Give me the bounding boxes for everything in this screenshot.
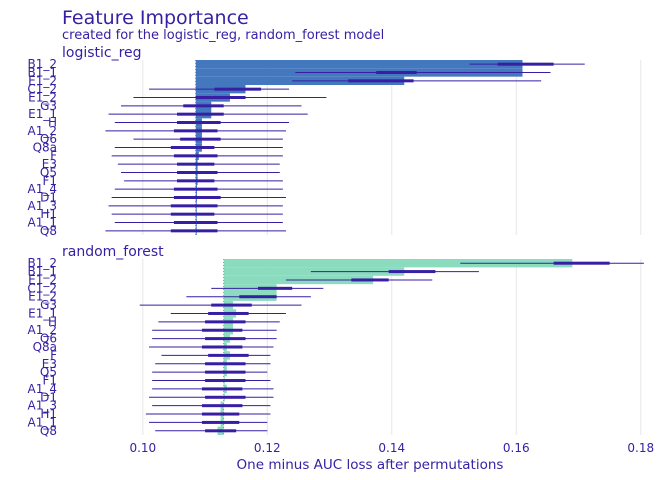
x-tick-label: 0.16 [503, 441, 530, 455]
feature-label: E3 [42, 357, 57, 371]
box [201, 387, 243, 391]
feature-label: E1_2 [28, 290, 57, 304]
feature-label: B1_1 [27, 66, 57, 80]
box [170, 204, 218, 208]
feature-label: C1_2 [27, 82, 57, 96]
box [177, 121, 221, 124]
box [205, 337, 246, 341]
feature-label: F [50, 348, 57, 362]
panel-logistic-reg: logistic_regB1_2B1_1E1_2C1_2E1_2G3E1_1HA… [27, 45, 642, 238]
box [201, 420, 240, 424]
feature-label: F1 [42, 374, 57, 388]
feature-label: Q8 [40, 424, 57, 438]
feature-label: Q6 [40, 132, 57, 146]
x-axis: 0.10 0.12 0.14 0.16 0.18 [129, 441, 654, 455]
feature-label: A1_2 [28, 323, 57, 337]
box [173, 196, 221, 199]
panel-label: logistic_reg [62, 45, 142, 61]
feature-label: G3 [40, 298, 57, 312]
box [183, 104, 224, 108]
box [205, 370, 246, 374]
feature-label: A1_4 [28, 382, 57, 396]
feature-label: A1_2 [28, 124, 57, 138]
box [205, 379, 246, 383]
box [205, 362, 246, 366]
feature-label: E1_2 [28, 91, 57, 105]
box [201, 412, 240, 416]
chart-subtitle: created for the logistic_reg, random_for… [62, 28, 385, 43]
feature-label: Q6 [40, 332, 57, 346]
box [170, 146, 215, 149]
feature-label: C1_2 [27, 281, 57, 295]
feature-label: E1_2 [28, 74, 57, 88]
feature-label: H [48, 315, 57, 329]
chart-title: Feature Importance [62, 7, 249, 29]
panel-label: random_forest [62, 244, 164, 260]
feature-label: H1 [40, 407, 57, 421]
box [177, 162, 215, 166]
box [205, 320, 246, 324]
box [351, 278, 389, 282]
feature-label: B1_1 [27, 265, 57, 279]
feature-label: E1_2 [28, 273, 57, 287]
bar [195, 60, 523, 69]
feature-label: A1_1 [28, 415, 57, 429]
box [195, 96, 246, 99]
panel-random-forest: random_forestB1_2B1_1E1_2C1_2E1_2G3E1_1H… [27, 244, 644, 438]
feature-label: E1_1 [28, 306, 57, 320]
box [214, 87, 262, 91]
box [170, 229, 218, 233]
x-tick-label: 0.10 [129, 441, 156, 455]
bar [223, 259, 573, 268]
feature-label: G3 [40, 99, 57, 113]
box [348, 79, 414, 83]
box [239, 295, 277, 299]
feature-label: A1_1 [28, 216, 57, 230]
box [173, 129, 218, 133]
x-axis-label: One minus AUC loss after permutations [236, 457, 504, 473]
feature-label: D1 [40, 390, 57, 404]
box [208, 311, 249, 315]
x-tick-label: 0.18 [627, 441, 654, 455]
feature-label: H [48, 116, 57, 130]
box [205, 395, 246, 399]
box [201, 328, 243, 332]
feature-label: Q8a [33, 340, 57, 354]
feature-label: F1 [42, 174, 57, 188]
feature-label: F [50, 149, 57, 163]
feature-label: B1_2 [27, 256, 57, 270]
box [201, 345, 243, 349]
box [170, 212, 215, 216]
box [173, 154, 218, 158]
feature-label: A1_4 [28, 182, 57, 196]
box [211, 303, 252, 307]
feature-label: E1_1 [28, 107, 57, 121]
box [497, 62, 554, 66]
feature-label: A1_3 [28, 399, 57, 413]
box [201, 404, 243, 408]
box [208, 353, 249, 357]
feature-label: Q5 [40, 166, 57, 180]
feature-label: Q5 [40, 365, 57, 379]
box [177, 112, 224, 116]
box [205, 429, 237, 433]
box [376, 71, 417, 74]
box [553, 261, 610, 265]
feature-label: E3 [42, 157, 57, 171]
box [180, 137, 221, 141]
feature-label: H1 [40, 207, 57, 221]
box [257, 286, 293, 290]
box [177, 171, 218, 174]
feature-label: Q8 [40, 224, 57, 238]
x-tick-label: 0.12 [254, 441, 281, 455]
x-tick-label: 0.14 [378, 441, 405, 455]
feature-label: D1 [40, 191, 57, 205]
feature-label: A1_3 [28, 199, 57, 213]
feature-label: B1_2 [27, 57, 57, 71]
feature-label: Q8a [33, 141, 57, 155]
box [388, 270, 436, 274]
